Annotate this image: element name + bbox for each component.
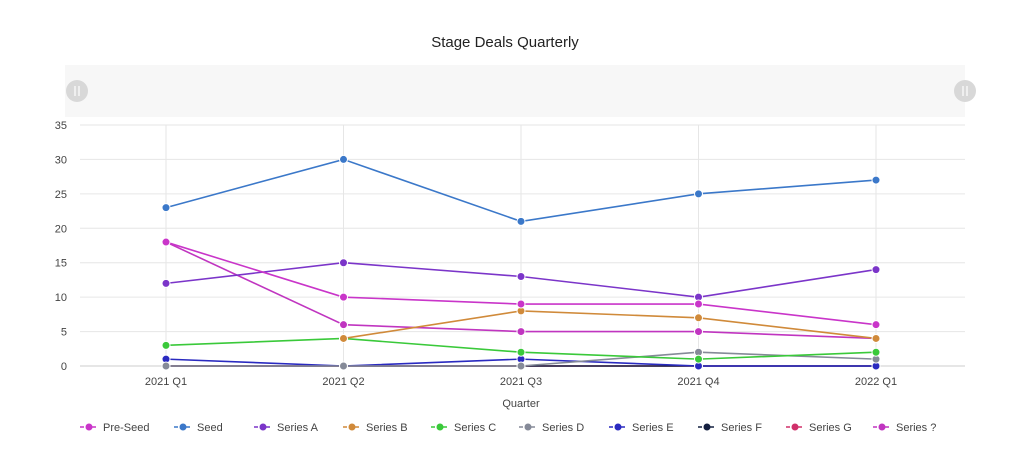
legend-item[interactable]: Seed xyxy=(174,422,223,434)
data-point[interactable] xyxy=(516,347,526,357)
data-point[interactable] xyxy=(516,299,526,309)
series-line xyxy=(343,310,877,340)
data-point[interactable] xyxy=(694,313,703,323)
legend-item[interactable]: Pre-Seed xyxy=(80,422,149,434)
legend-item[interactable]: Series G xyxy=(786,422,852,434)
y-tick-label: 10 xyxy=(55,292,67,304)
legend-item[interactable]: Series D xyxy=(519,422,584,434)
series-seed xyxy=(161,154,881,226)
legend-label: Series G xyxy=(809,422,852,434)
legend-label: Series ? xyxy=(896,422,936,434)
series-pre-seed xyxy=(161,237,881,330)
legend-marker-icon xyxy=(878,423,886,431)
data-point[interactable] xyxy=(694,354,703,364)
legend-marker-icon xyxy=(348,423,356,431)
data-point[interactable] xyxy=(161,237,171,247)
legend-label: Series C xyxy=(454,422,496,434)
legend-label: Seed xyxy=(197,422,223,434)
data-point[interactable] xyxy=(339,258,348,268)
legend-label: Pre-Seed xyxy=(103,422,149,434)
y-tick-label: 30 xyxy=(55,154,67,166)
data-point[interactable] xyxy=(516,216,526,226)
data-point[interactable] xyxy=(161,361,171,371)
legend-marker-icon xyxy=(703,423,711,431)
legend-marker-icon xyxy=(179,423,187,431)
data-point[interactable] xyxy=(871,347,881,357)
legend-marker-icon xyxy=(85,423,93,431)
legend-label: Series E xyxy=(632,422,674,434)
legend-item[interactable]: Series ? xyxy=(873,422,936,434)
x-axis-label: Quarter xyxy=(502,398,540,410)
legend-label: Series A xyxy=(277,422,319,434)
series-series-d xyxy=(161,347,881,371)
x-tick-label: 2021 Q4 xyxy=(677,376,719,388)
data-point[interactable] xyxy=(694,299,703,309)
y-tick-label: 0 xyxy=(61,361,67,373)
series-series-a xyxy=(161,258,881,302)
data-point[interactable] xyxy=(871,175,881,185)
data-point[interactable] xyxy=(871,333,881,343)
legend-marker-icon xyxy=(259,423,267,431)
legend-item[interactable]: Series B xyxy=(343,422,408,434)
data-point[interactable] xyxy=(871,320,881,330)
data-point[interactable] xyxy=(339,333,348,343)
data-point[interactable] xyxy=(339,320,348,330)
series-series-b xyxy=(339,306,881,343)
legend-marker-icon xyxy=(791,423,799,431)
data-point[interactable] xyxy=(339,292,348,302)
x-tick-label: 2022 Q1 xyxy=(855,376,897,388)
legend-marker-icon xyxy=(524,423,532,431)
y-tick-label: 15 xyxy=(55,258,67,270)
legend-label: Series B xyxy=(366,422,408,434)
y-tick-label: 5 xyxy=(61,327,67,339)
data-point[interactable] xyxy=(161,203,171,213)
x-tick-label: 2021 Q3 xyxy=(500,376,542,388)
data-point[interactable] xyxy=(516,327,526,337)
data-point[interactable] xyxy=(694,189,703,199)
zoom-slider-handle-right[interactable] xyxy=(954,80,976,102)
legend-item[interactable]: Series A xyxy=(254,422,319,434)
legend-label: Series F xyxy=(721,422,762,434)
legend-marker-icon xyxy=(614,423,622,431)
legend-label: Series D xyxy=(542,422,584,434)
legend-marker-icon xyxy=(436,423,444,431)
x-tick-label: 2021 Q2 xyxy=(322,376,364,388)
chart-title: Stage Deals Quarterly xyxy=(431,34,579,51)
y-tick-label: 35 xyxy=(55,120,67,132)
y-tick-label: 20 xyxy=(55,223,67,235)
data-point[interactable] xyxy=(339,154,348,164)
zoom-slider-track[interactable] xyxy=(65,65,965,117)
data-point[interactable] xyxy=(871,265,881,275)
legend-item[interactable]: Series F xyxy=(698,422,762,434)
data-point[interactable] xyxy=(339,361,348,371)
data-point[interactable] xyxy=(161,340,171,350)
x-tick-label: 2021 Q1 xyxy=(145,376,187,388)
data-point[interactable] xyxy=(161,278,171,288)
zoom-slider-handle-left[interactable] xyxy=(66,80,88,102)
legend-item[interactable]: Series C xyxy=(431,422,496,434)
data-point[interactable] xyxy=(516,361,526,371)
data-point[interactable] xyxy=(694,327,703,337)
y-tick-label: 25 xyxy=(55,189,67,201)
data-point[interactable] xyxy=(516,271,526,281)
legend-item[interactable]: Series E xyxy=(609,422,674,434)
